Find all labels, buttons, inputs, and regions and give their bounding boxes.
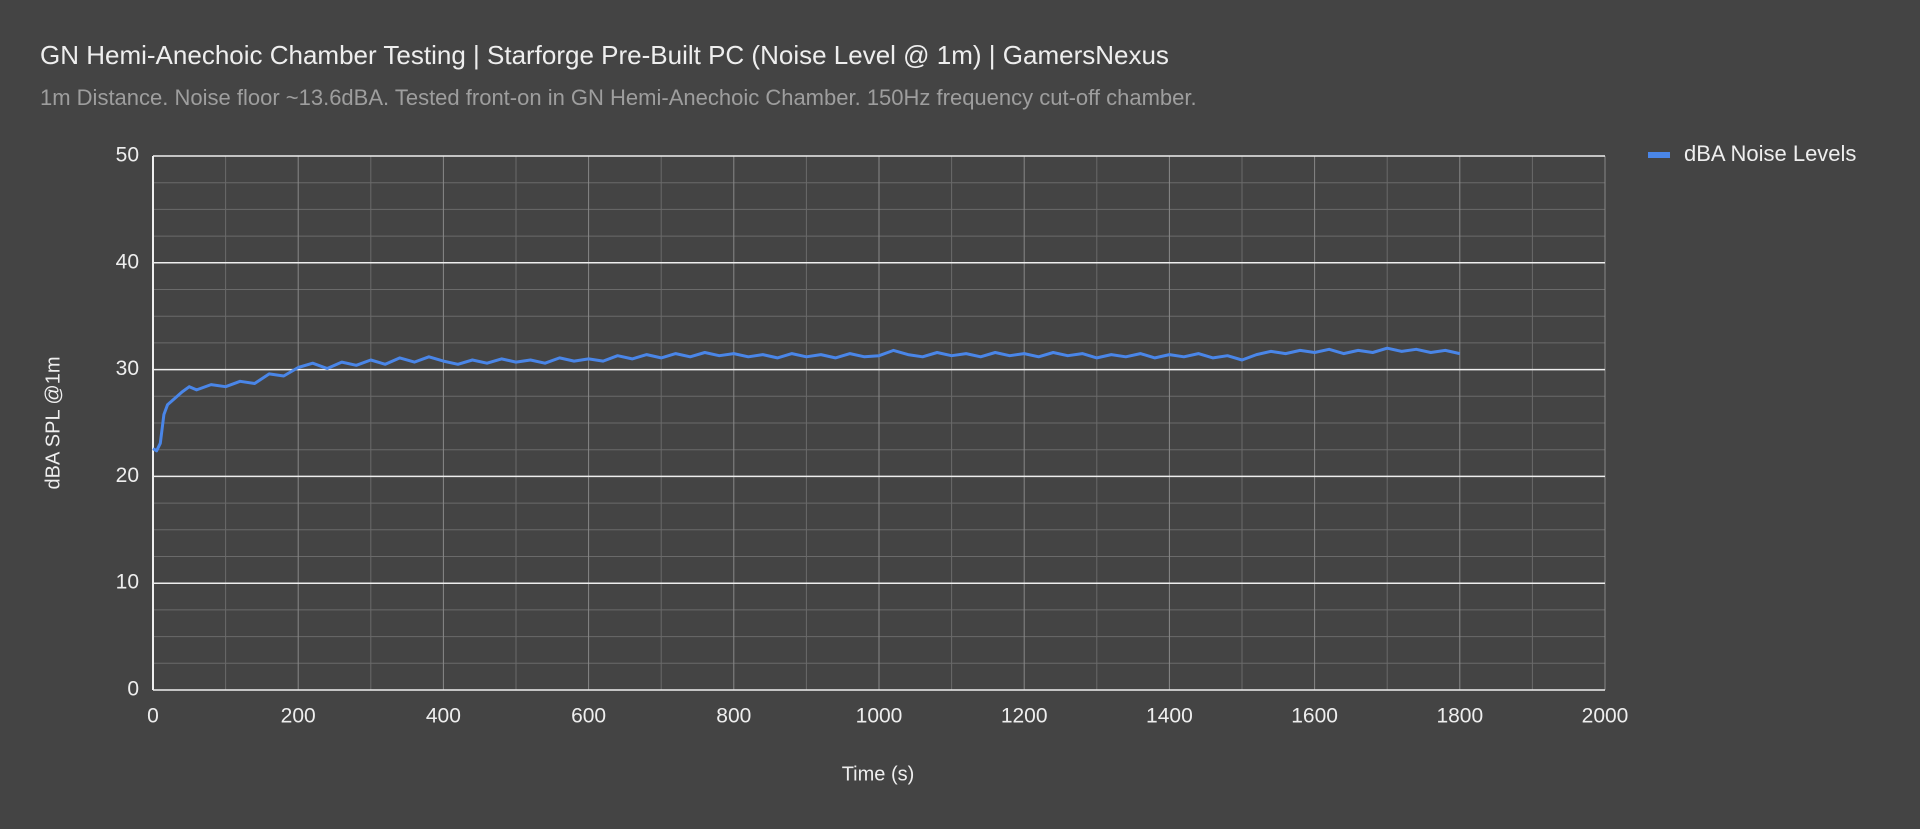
x-tick-label: 600	[571, 705, 606, 728]
y-tick-label: 30	[116, 357, 139, 380]
chart-subtitle: 1m Distance. Noise floor ~13.6dBA. Teste…	[40, 85, 1197, 110]
x-tick-label: 400	[426, 705, 461, 728]
chart-title: GN Hemi-Anechoic Chamber Testing | Starf…	[40, 40, 1169, 70]
legend-swatch	[1648, 152, 1670, 158]
legend-label: dBA Noise Levels	[1684, 141, 1856, 166]
y-tick-label: 10	[116, 571, 139, 594]
x-tick-label: 1800	[1436, 705, 1483, 728]
data-line	[152, 346, 1461, 453]
y-tick-label: 40	[116, 250, 139, 273]
x-tick-label: 2000	[1582, 705, 1629, 728]
x-tick-label: 1200	[1001, 705, 1048, 728]
x-tick-label: 200	[281, 705, 316, 728]
y-axis-title: dBA SPL @1m	[42, 357, 64, 490]
x-axis-title: Time (s)	[842, 763, 915, 785]
y-tick-label: 20	[116, 464, 139, 487]
x-tick-label: 1400	[1146, 705, 1193, 728]
x-tick-label: 1000	[856, 705, 903, 728]
x-tick-label: 1600	[1291, 705, 1338, 728]
y-tick-label: 50	[116, 144, 139, 167]
x-tick-label: 800	[716, 705, 751, 728]
y-tick-label: 0	[127, 678, 139, 701]
x-tick-label: 0	[147, 705, 159, 728]
